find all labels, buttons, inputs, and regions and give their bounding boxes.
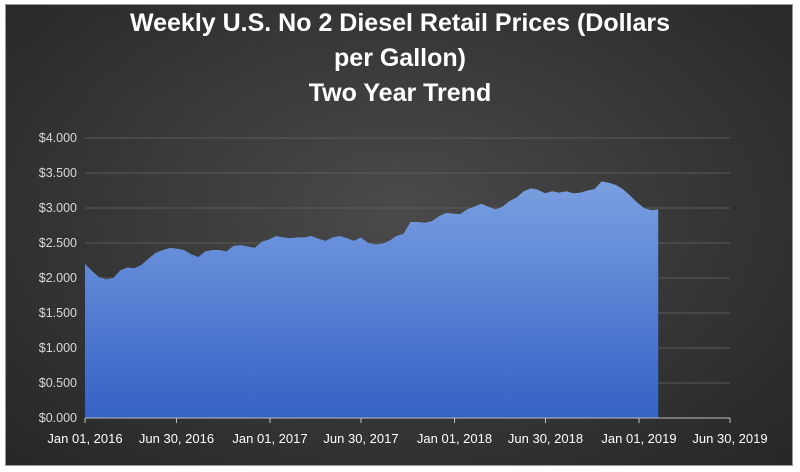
y-tick-label: $2.000 (39, 271, 77, 285)
area-series (85, 181, 659, 418)
y-tick-label: $3.500 (39, 166, 77, 180)
y-tick-label: $1.000 (39, 341, 77, 355)
diesel-price-area (85, 181, 659, 418)
x-tick-label: Jun 30, 2019 (692, 431, 767, 446)
x-tick-label: Jan 01, 2019 (601, 431, 676, 446)
x-tick-label: Jun 30, 2016 (139, 431, 214, 446)
chart-title-line-3: Two Year Trend (308, 79, 492, 107)
y-axis-tick-labels: $0.000 $0.500 $1.000 $1.500 $2.000 $2.500 $3.0… (39, 131, 77, 425)
x-tick-label: Jan 01, 2017 (232, 431, 307, 446)
x-tick-label: Jan 01, 2018 (417, 431, 492, 446)
x-tick-label: Jun 30, 2018 (508, 431, 583, 446)
x-tick-label: Jan 01, 2016 (47, 431, 122, 446)
x-tick-label: Jun 30, 2017 (323, 431, 398, 446)
y-tick-label: $2.500 (39, 236, 77, 250)
y-tick-label: $0.500 (39, 376, 77, 390)
y-tick-label: $0.000 (39, 411, 77, 425)
chart-title-line-1: Weekly U.S. No 2 Diesel Retail Prices (D… (129, 9, 671, 37)
y-tick-label: $4.000 (39, 131, 77, 145)
chart-title-line-2: per Gallon) (334, 44, 466, 72)
x-axis-tick-labels: Jan 01, 2016 Jun 30, 2016 Jan 01, 2017 Jun … (47, 431, 767, 446)
y-tick-label: $3.000 (39, 201, 77, 215)
axes (84, 417, 731, 423)
y-tick-label: $1.500 (39, 306, 77, 320)
